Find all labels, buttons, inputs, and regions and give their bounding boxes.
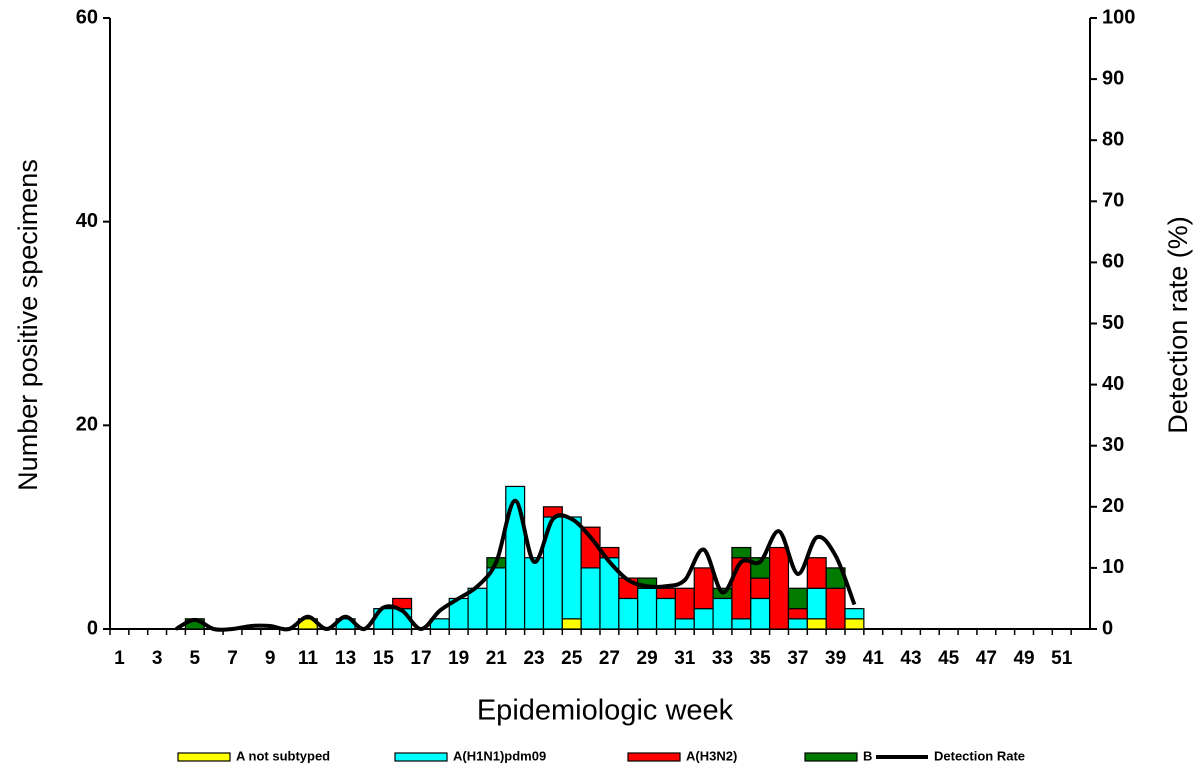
y-axis-title: Number positive specimens — [13, 159, 43, 491]
y2-axis-title: Detection rate (%) — [1163, 216, 1193, 434]
x-tick-label: 35 — [750, 648, 772, 669]
x-tick-label: 27 — [599, 648, 620, 669]
x-tick-label: 41 — [863, 648, 885, 669]
x-tick-label: 31 — [674, 648, 696, 669]
bar-segment — [693, 567, 714, 610]
x-tick-label: 7 — [227, 648, 238, 669]
bar-segment — [787, 618, 808, 630]
x-tick-label: 23 — [523, 648, 544, 669]
bar-segment — [806, 557, 827, 589]
legend-label: A(H1N1)pdm09 — [453, 748, 546, 763]
x-tick-label: 33 — [712, 648, 733, 669]
legend-swatch — [177, 752, 231, 762]
y-tick-label: 60 — [76, 6, 98, 28]
x-tick-label: 45 — [938, 648, 960, 669]
bar-segment — [806, 587, 827, 620]
bar-segment — [561, 516, 582, 620]
y2-tick-label: 60 — [1102, 251, 1124, 273]
x-tick-label: 39 — [825, 648, 846, 669]
bar-segment — [712, 597, 733, 630]
x-axis-title: Epidemiologic week — [477, 695, 734, 727]
y2-tick-label: 0 — [1102, 617, 1113, 639]
x-tick-label: 29 — [637, 648, 658, 669]
x-tick-label: 19 — [448, 648, 469, 669]
bar-segment — [750, 597, 771, 630]
y2-tick-label: 50 — [1102, 312, 1124, 334]
legend-swatch — [394, 752, 448, 762]
y2-tick-label: 10 — [1102, 556, 1124, 578]
y2-tick-label: 20 — [1102, 495, 1124, 517]
x-tick-label: 49 — [1013, 648, 1034, 669]
x-tick-label: 5 — [190, 648, 201, 669]
x-tick-label: 1 — [114, 648, 125, 669]
x-tick-label: 11 — [298, 648, 319, 669]
x-tick-label: 43 — [900, 648, 921, 669]
x-tick-label: 13 — [335, 648, 356, 669]
bar-segment — [787, 587, 808, 610]
bar-segment — [825, 587, 846, 630]
x-tick-label: 3 — [152, 648, 163, 669]
y2-tick-label: 30 — [1102, 434, 1124, 456]
bar-segment — [750, 577, 771, 600]
bar-segment — [655, 587, 676, 600]
y2-tick-label: 70 — [1102, 190, 1124, 212]
bar-segment — [674, 587, 695, 620]
legend-swatch — [804, 752, 858, 762]
y2-tick-label: 80 — [1102, 128, 1124, 150]
bar-segment — [618, 597, 639, 630]
line — [174, 498, 857, 632]
bar-segment — [655, 597, 676, 630]
legend-label: Detection Rate — [934, 748, 1025, 763]
x-tick-label: 25 — [561, 648, 583, 669]
x-tick-label: 21 — [486, 648, 508, 669]
x-tick-label: 17 — [410, 648, 431, 669]
x-tick-label: 9 — [265, 648, 276, 669]
x-tick-label: 37 — [787, 648, 808, 669]
bar-segment — [467, 587, 488, 630]
bar-segment — [787, 608, 808, 620]
bar-segment — [844, 618, 865, 630]
y2-tick-label: 40 — [1102, 373, 1124, 395]
bar-segment — [693, 608, 714, 630]
bar-segment — [637, 587, 658, 630]
x-tick-label: 51 — [1051, 648, 1073, 669]
bar-segment — [674, 618, 695, 630]
y2-tick-label: 100 — [1102, 6, 1135, 28]
legend-label: A(H3N2) — [686, 748, 737, 763]
bar-segment — [844, 608, 865, 620]
bar-segment — [561, 618, 582, 630]
bar-segment — [731, 546, 752, 559]
bar-segment — [769, 546, 790, 630]
bar-segment — [524, 557, 545, 630]
legend-label: A not subtyped — [236, 748, 330, 763]
bar-segment — [486, 567, 507, 630]
x-tick-label: 47 — [976, 648, 997, 669]
y-tick-label: 20 — [76, 414, 98, 436]
legend-swatch — [627, 752, 681, 762]
bar-segment — [731, 618, 752, 630]
x-tick-label: 15 — [373, 648, 395, 669]
legend-label: B — [863, 748, 872, 763]
bar-segment — [806, 618, 827, 630]
bar-segment — [731, 557, 752, 620]
y-tick-label: 0 — [87, 617, 98, 639]
bar-segment — [580, 567, 601, 630]
y2-tick-label: 90 — [1102, 67, 1124, 89]
y-tick-label: 40 — [76, 210, 98, 232]
